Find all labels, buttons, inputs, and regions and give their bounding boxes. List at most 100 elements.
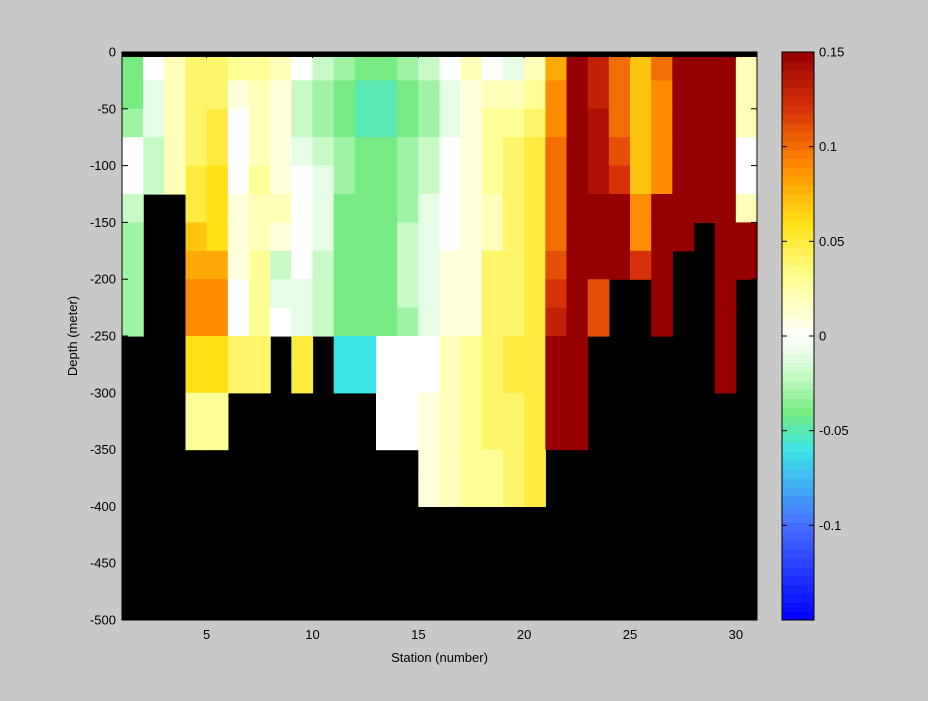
heatmap-cell <box>333 165 356 195</box>
heatmap-cell <box>185 165 208 195</box>
heatmap-cell <box>460 307 483 337</box>
heatmap-cell <box>503 392 525 422</box>
heatmap-cell <box>206 108 229 138</box>
heatmap-cell <box>397 250 419 280</box>
heatmap-cell <box>227 194 250 223</box>
heatmap-cell <box>185 279 208 309</box>
y-tick-label: -350 <box>90 442 116 457</box>
heatmap-cell <box>566 307 589 337</box>
heatmap-cell <box>227 307 250 337</box>
heatmap-cell <box>333 250 356 280</box>
heatmap-cell <box>333 307 356 337</box>
colorbar-band <box>782 469 814 479</box>
heatmap-cell <box>651 137 673 167</box>
colorbar-gradient <box>782 52 814 621</box>
heatmap-cell <box>545 250 568 280</box>
heatmap-cell <box>460 279 483 309</box>
heatmap-cell <box>481 57 504 81</box>
heatmap-cell <box>185 222 208 252</box>
heatmap-cell <box>164 108 187 138</box>
heatmap-cell <box>354 250 377 280</box>
heatmap-cell <box>651 279 673 309</box>
heatmap-cell <box>206 279 229 309</box>
heatmap-cell <box>122 108 144 138</box>
heatmap-cell <box>376 279 398 309</box>
heatmap-cell <box>143 165 165 195</box>
heatmap-cell <box>439 421 462 451</box>
heatmap-cell <box>481 336 504 365</box>
heatmap-cell <box>439 250 462 280</box>
colorbar-band <box>782 389 814 399</box>
heatmap-cell <box>587 80 610 110</box>
heatmap-cell <box>206 80 229 110</box>
heatmap-cell <box>312 307 335 337</box>
colorbar-band <box>782 229 814 239</box>
heatmap-cell <box>185 392 208 422</box>
heatmap-cell <box>503 250 525 280</box>
heatmap-cell <box>439 449 462 479</box>
heatmap-cell <box>545 80 568 110</box>
heatmap-cell <box>503 449 525 479</box>
y-tick-label: -250 <box>90 329 116 344</box>
heatmap-cell <box>524 336 546 365</box>
heatmap-cell <box>439 279 462 309</box>
heatmap-cell <box>291 108 314 138</box>
heatmap-cell <box>312 194 335 223</box>
heatmap-cell <box>630 80 652 110</box>
colorbar-band <box>782 549 814 559</box>
heatmap-cell <box>587 57 610 81</box>
heatmap-cell <box>333 364 356 394</box>
heatmap-cell <box>566 279 589 309</box>
heatmap-cell <box>270 57 292 81</box>
heatmap-cell <box>630 222 652 252</box>
heatmap-cell <box>587 222 610 252</box>
heatmap-cell <box>439 478 462 507</box>
colorbar-band <box>782 52 814 62</box>
colorbar-band <box>782 344 814 355</box>
colorbar-band <box>782 123 814 133</box>
heatmap-cell <box>333 57 356 81</box>
heatmap-cell <box>524 80 546 110</box>
heatmap-cell <box>418 279 441 309</box>
heatmap-cell <box>439 108 462 138</box>
heatmap-cell <box>503 307 525 337</box>
colorbar-band <box>782 238 814 248</box>
heatmap-cell <box>524 307 546 337</box>
heatmap-cell <box>524 250 546 280</box>
heatmap-cell <box>481 194 504 223</box>
y-axis-label: Depth (meter) <box>65 296 80 376</box>
heatmap-cell <box>566 336 589 365</box>
x-axis: 5 10 15 20 25 30 <box>203 52 743 642</box>
heatmap-cell <box>206 307 229 337</box>
heatmap-cell <box>481 279 504 309</box>
colorbar-band <box>782 407 814 417</box>
heatmap-cell <box>206 194 229 223</box>
colorbar-tick-label: 0 <box>819 329 826 344</box>
colorbar-tick-label: 0.05 <box>819 234 844 249</box>
heatmap-cell <box>122 137 144 167</box>
heatmap-cell <box>587 137 610 167</box>
heatmap-cell <box>735 250 758 280</box>
heatmap-cell <box>418 165 441 195</box>
colorbar-band <box>782 380 814 390</box>
heatmap-cell <box>630 137 652 167</box>
heatmap-cell <box>354 194 377 223</box>
heatmap-cell <box>566 421 589 451</box>
heatmap-cell <box>249 364 271 394</box>
colorbar: 0.15 0.1 0.05 0 -0.05 -0.1 <box>781 45 849 621</box>
heatmap-cell <box>503 364 525 394</box>
heatmap-cell <box>587 108 610 138</box>
x-tick-label: 20 <box>517 627 531 642</box>
heatmap-cell <box>249 307 271 337</box>
heatmap-cell <box>397 364 419 394</box>
x-tick-label: 30 <box>729 627 743 642</box>
heatmap-cell <box>249 57 271 81</box>
colorbar-ticks: 0.15 0.1 0.05 0 -0.05 -0.1 <box>782 45 849 533</box>
heatmap-cell <box>566 108 589 138</box>
colorbar-band <box>782 256 814 266</box>
heatmap-cell <box>185 336 208 365</box>
heatmap-cell <box>481 80 504 110</box>
heatmap-cell <box>503 108 525 138</box>
colorbar-band <box>782 398 814 408</box>
